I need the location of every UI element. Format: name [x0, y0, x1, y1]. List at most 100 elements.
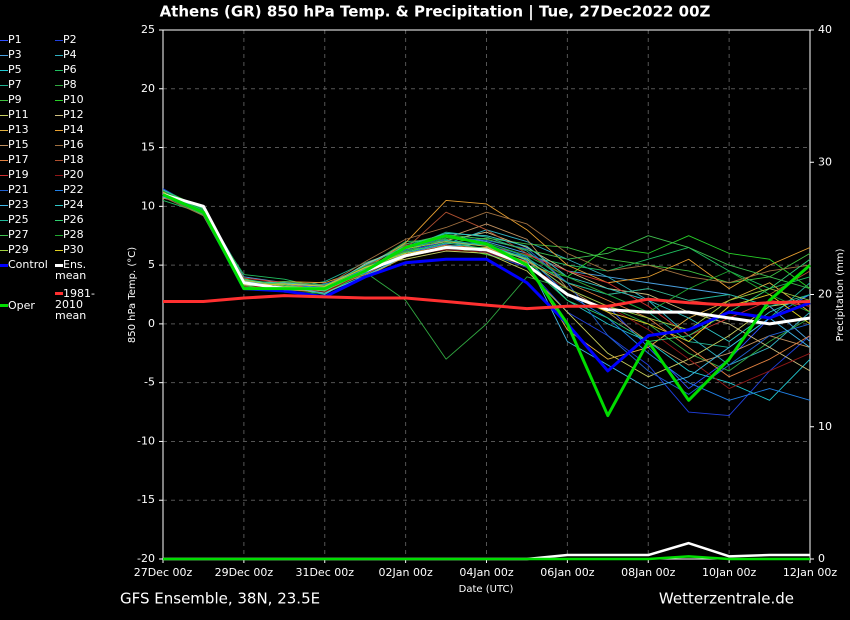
legend-swatch — [0, 204, 8, 206]
legend-label: Oper — [8, 298, 35, 312]
legend-label: P24 — [63, 198, 84, 211]
y-tick-label: -10 — [137, 434, 155, 447]
legend-entry: Control — [0, 259, 58, 270]
legend-label: P1 — [8, 33, 22, 46]
legend-entry: P1 — [0, 34, 58, 45]
legend-entry: P11 — [0, 109, 58, 120]
y-tick-label: 20 — [141, 82, 155, 95]
legend-label: P6 — [63, 63, 77, 76]
x-tick-label: 04Jan 00z — [459, 566, 513, 579]
legend-entry: Ens. mean — [55, 259, 113, 281]
x-tick-label: 12Jan 00z — [783, 566, 837, 579]
chart-title: Athens (GR) 850 hPa Temp. & Precipitatio… — [160, 3, 711, 22]
footer-left: GFS Ensemble, 38N, 23.5E — [120, 590, 320, 608]
series-line — [162, 195, 811, 290]
footer-right: Wetterzentrale.de — [659, 590, 794, 608]
legend-swatch — [55, 39, 63, 41]
legend-label: 1981-2010 mean — [55, 286, 95, 322]
y-tick-label: 25 — [141, 23, 155, 36]
legend-entry: P24 — [55, 199, 113, 210]
legend-swatch — [0, 234, 8, 236]
legend-entry: P28 — [55, 229, 113, 240]
legend-swatch — [0, 144, 8, 146]
legend-swatch — [0, 69, 8, 71]
legend-label: P2 — [63, 33, 77, 46]
legend-entry: P20 — [55, 169, 113, 180]
legend-label: P22 — [63, 183, 84, 196]
legend-entry: P26 — [55, 214, 113, 225]
legend-entry: P29 — [0, 244, 58, 255]
legend-swatch — [55, 249, 63, 251]
legend-entry: P6 — [55, 64, 113, 75]
legend-swatch — [55, 84, 63, 86]
legend-entry: P4 — [55, 49, 113, 60]
series-line — [162, 193, 811, 326]
legend-label: P3 — [8, 48, 22, 61]
legend-label: P21 — [8, 183, 29, 196]
legend-entry: P30 — [55, 244, 113, 255]
legend-entry: P22 — [55, 184, 113, 195]
legend-entry: P17 — [0, 154, 58, 165]
legend-swatch — [0, 114, 8, 116]
y-tick-label: -5 — [144, 376, 155, 389]
legend-swatch — [55, 114, 63, 116]
legend-swatch — [0, 39, 8, 41]
legend-swatch — [55, 69, 63, 71]
legend-swatch — [0, 174, 8, 176]
y2-tick-label: 40 — [818, 23, 832, 36]
legend-label: P11 — [8, 108, 29, 121]
legend-swatch — [55, 204, 63, 206]
legend-swatch — [0, 263, 8, 267]
legend-label: P7 — [8, 78, 22, 91]
y2-tick-label: 10 — [818, 420, 832, 433]
legend-entry: P9 — [0, 94, 58, 105]
legend-swatch — [0, 159, 8, 161]
legend-label: P20 — [63, 168, 84, 181]
x-tick-label: 29Dec 00z — [215, 566, 274, 579]
legend-entry: P13 — [0, 124, 58, 135]
legend-swatch — [0, 129, 8, 131]
legend-entry: P19 — [0, 169, 58, 180]
legend-swatch — [0, 219, 8, 221]
legend-swatch — [55, 189, 63, 191]
legend-entry: P3 — [0, 49, 58, 60]
legend-entry: P12 — [55, 109, 113, 120]
series-line — [163, 294, 811, 311]
legend-swatch — [55, 174, 63, 176]
legend-swatch — [0, 99, 8, 101]
legend-label: P10 — [63, 93, 84, 106]
y-tick-label: -15 — [137, 493, 155, 506]
legend-label: P16 — [63, 138, 84, 151]
y2-tick-label: 30 — [818, 155, 832, 168]
legend-label: Control — [8, 258, 48, 271]
legend-entry: P16 — [55, 139, 113, 150]
legend-swatch — [55, 263, 63, 267]
y2-tick-label: 0 — [818, 552, 825, 565]
precip-line — [163, 555, 810, 561]
legend-swatch — [0, 249, 8, 251]
legend-label: P19 — [8, 168, 29, 181]
legend-label: P5 — [8, 63, 22, 76]
legend-swatch — [0, 84, 8, 86]
legend-label: P12 — [63, 108, 84, 121]
y-tick-label: 15 — [141, 141, 155, 154]
legend-swatch — [55, 144, 63, 146]
legend-label: P26 — [63, 213, 84, 226]
y2-tick-label: 20 — [818, 288, 832, 301]
legend-label: P9 — [8, 93, 22, 106]
legend-label: P4 — [63, 48, 77, 61]
y-tick-label: 10 — [141, 199, 155, 212]
y-tick-label: 5 — [148, 258, 155, 271]
legend-swatch — [55, 234, 63, 236]
legend-label: P23 — [8, 198, 29, 211]
legend-swatch — [0, 189, 8, 191]
legend-entry: P10 — [55, 94, 113, 105]
legend-swatch — [55, 219, 63, 221]
x-tick-label: 27Dec 00z — [134, 566, 193, 579]
legend-label: P8 — [63, 78, 77, 91]
legend-entry: P25 — [0, 214, 58, 225]
y-tick-label: 0 — [148, 317, 155, 330]
legend-swatch — [55, 292, 63, 295]
